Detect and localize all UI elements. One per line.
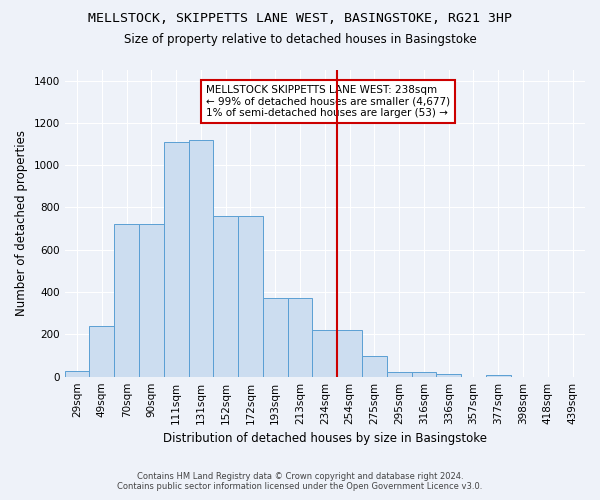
Bar [486, 374, 511, 376]
Bar [337, 330, 362, 376]
Bar [387, 372, 412, 376]
Bar [89, 326, 114, 376]
Text: MELLSTOCK SKIPPETTS LANE WEST: 238sqm
← 99% of detached houses are smaller (4,67: MELLSTOCK SKIPPETTS LANE WEST: 238sqm ← … [206, 85, 450, 118]
Bar [188, 140, 214, 376]
Bar [362, 356, 387, 376]
Bar [412, 372, 436, 376]
Bar [238, 216, 263, 376]
Text: Contains HM Land Registry data © Crown copyright and database right 2024.: Contains HM Land Registry data © Crown c… [137, 472, 463, 481]
Y-axis label: Number of detached properties: Number of detached properties [15, 130, 28, 316]
Bar [313, 330, 337, 376]
Bar [214, 216, 238, 376]
Text: Size of property relative to detached houses in Basingstoke: Size of property relative to detached ho… [124, 32, 476, 46]
Text: Contains public sector information licensed under the Open Government Licence v3: Contains public sector information licen… [118, 482, 482, 491]
Text: MELLSTOCK, SKIPPETTS LANE WEST, BASINGSTOKE, RG21 3HP: MELLSTOCK, SKIPPETTS LANE WEST, BASINGST… [88, 12, 512, 26]
Bar [263, 298, 287, 376]
Bar [164, 142, 188, 376]
Bar [139, 224, 164, 376]
Bar [436, 374, 461, 376]
X-axis label: Distribution of detached houses by size in Basingstoke: Distribution of detached houses by size … [163, 432, 487, 445]
Bar [287, 298, 313, 376]
Bar [114, 224, 139, 376]
Bar [65, 372, 89, 376]
